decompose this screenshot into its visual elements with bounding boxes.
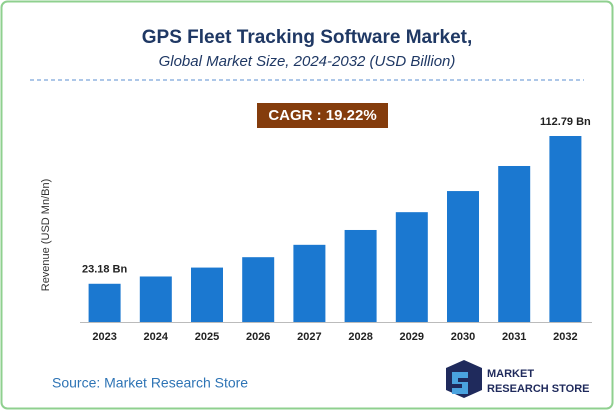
x-tick-label: 2030 — [451, 331, 475, 343]
bar — [395, 212, 428, 322]
bar — [293, 244, 326, 322]
x-tick-label: 2032 — [553, 331, 577, 343]
bar — [191, 267, 223, 322]
logo-icon — [446, 360, 482, 398]
x-tick-label: 2027 — [297, 331, 321, 343]
cagr-label: CAGR : 19.22% — [268, 107, 376, 124]
chart-title: GPS Fleet Tracking Software Market, — [142, 27, 473, 48]
bar — [447, 191, 479, 322]
value-label: 23.18 Bn — [82, 264, 128, 276]
logo-text: MARKET — [487, 368, 534, 380]
cagr-box — [257, 103, 388, 128]
bar — [139, 276, 172, 322]
bar — [242, 257, 275, 322]
x-tick-label: 2025 — [195, 331, 219, 343]
x-tick-label: 2031 — [502, 331, 526, 343]
value-label: 112.79 Bn — [540, 116, 591, 128]
x-tick-label: 2026 — [246, 331, 270, 343]
x-tick-label: 2029 — [400, 331, 424, 343]
logo-text: RESEARCH STORE — [487, 383, 589, 395]
bar — [549, 136, 582, 322]
bar — [498, 165, 531, 322]
chart-subtitle: Global Market Size, 2024-2032 (USD Billi… — [159, 53, 456, 70]
x-tick-label: 2023 — [92, 331, 116, 343]
x-tick-label: 2028 — [348, 331, 372, 343]
y-axis-label: Revenue (USD Mn/Bn) — [40, 179, 52, 292]
source: Source: Market Research Store — [52, 375, 248, 391]
bar — [344, 229, 377, 322]
bar — [88, 283, 121, 322]
x-tick-label: 2024 — [144, 331, 169, 343]
